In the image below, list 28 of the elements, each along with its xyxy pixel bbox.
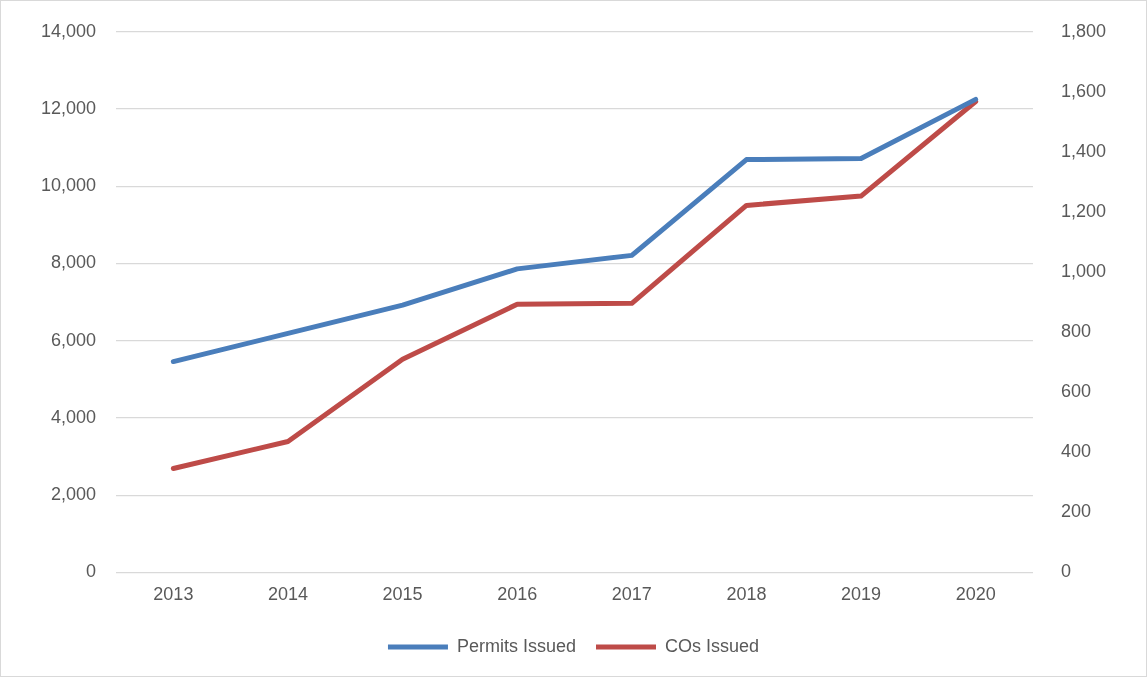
x-tick-label: 2018: [726, 584, 767, 605]
y2-tick-label: 800: [1060, 321, 1091, 342]
x-tick-label: 2017: [611, 584, 652, 605]
y2-tick-label: 600: [1060, 381, 1091, 402]
x-tick-label: 2020: [955, 584, 996, 605]
y2-tick-label: 1,400: [1060, 140, 1106, 161]
y2-tick-label: 1,600: [1060, 80, 1106, 101]
y2-tick-label: 200: [1060, 501, 1091, 522]
y-tick-label: 0: [86, 561, 97, 582]
y-tick-label: 12,000: [40, 98, 97, 118]
x-tick-label: 2016: [497, 584, 538, 605]
y-tick-label: 10,000: [40, 175, 97, 196]
y-tick-label: 14,000: [40, 20, 97, 41]
y2-tick-label: 1,200: [1060, 200, 1106, 221]
y2-tick-label: 1,000: [1060, 261, 1106, 282]
y-tick-label: 2,000: [51, 484, 97, 505]
y2-tick-label: 0: [1060, 561, 1071, 582]
y2-tick-label: 400: [1060, 441, 1091, 462]
y2-tick-label: 1,800: [1060, 20, 1106, 41]
x-tick-label: 2014: [267, 584, 308, 605]
legend-label: COs Issued: [665, 635, 760, 656]
legend-label: Permits Issued: [456, 635, 577, 656]
x-tick-label: 2015: [382, 584, 423, 605]
y-tick-label: 8,000: [51, 252, 97, 273]
y-tick-label: 6,000: [51, 329, 97, 350]
y-tick-label: 4,000: [51, 406, 97, 427]
x-tick-label: 2013: [153, 584, 194, 605]
x-tick-label: 2019: [841, 584, 882, 605]
